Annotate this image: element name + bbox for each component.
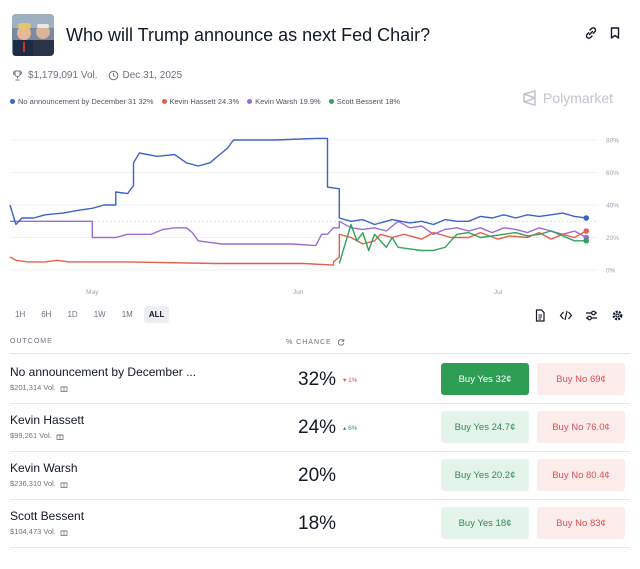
series-line bbox=[338, 223, 587, 264]
price-history-chart[interactable]: May Jun Jul 80% 60% 40% 20% 0% bbox=[0, 118, 640, 298]
gift-icon bbox=[56, 432, 64, 440]
market-thumbnail bbox=[12, 14, 54, 56]
trophy-icon bbox=[12, 70, 23, 81]
market-end-date: Dec 31, 2025 bbox=[122, 69, 183, 81]
y-tick-label: 40% bbox=[606, 203, 619, 210]
outcome-row-no-announcement[interactable]: No announcement by December ... $201,314… bbox=[0, 356, 640, 404]
legend-label: Scott Bessent 18% bbox=[336, 96, 401, 106]
range-all[interactable]: ALL bbox=[143, 306, 170, 323]
range-6h[interactable]: 6H bbox=[41, 310, 52, 319]
gift-icon bbox=[60, 480, 68, 488]
link-icon[interactable] bbox=[584, 26, 602, 44]
outcome-name: Kevin Warsh bbox=[10, 461, 78, 475]
outcome-volume: $201,314 Vol. bbox=[10, 383, 56, 392]
table-divider bbox=[10, 451, 630, 452]
legend-dot bbox=[10, 98, 15, 104]
legend-dot bbox=[328, 98, 334, 104]
range-1m[interactable]: 1M bbox=[121, 310, 133, 319]
legend-dot bbox=[247, 98, 253, 104]
time-range-selector: 1H 6H 1D 1W 1M ALL bbox=[10, 306, 175, 323]
refresh-icon[interactable] bbox=[337, 338, 345, 346]
legend-item: Kevin Warsh 19.9% bbox=[247, 97, 321, 106]
chart-tools bbox=[534, 309, 624, 323]
buy-no-button[interactable]: Buy No 69¢ bbox=[537, 363, 625, 395]
document-icon[interactable] bbox=[534, 309, 546, 323]
chart-legend: No announcement by December 31 32% Kevin… bbox=[10, 95, 408, 107]
gift-icon bbox=[60, 528, 68, 536]
legend-dot bbox=[161, 98, 167, 104]
outcome-volume: $236,310 Vol. bbox=[10, 479, 56, 488]
table-divider bbox=[10, 499, 630, 500]
range-1d[interactable]: 1D bbox=[67, 310, 78, 319]
y-tick-label: 0% bbox=[606, 268, 616, 275]
chance-header-label: % CHANCE bbox=[286, 338, 332, 346]
outcome-name: Scott Bessent bbox=[10, 509, 85, 523]
series-end-point bbox=[583, 237, 590, 244]
outcome-volume: $104,473 Vol. bbox=[10, 527, 56, 536]
legend-item: Scott Bessent 18% bbox=[328, 96, 401, 106]
clock-icon bbox=[108, 70, 119, 81]
bookmark-icon[interactable] bbox=[608, 26, 626, 44]
legend-label: No announcement by December 31 32% bbox=[18, 96, 154, 106]
legend-item: Kevin Hassett 24.3% bbox=[161, 96, 240, 106]
buy-yes-button[interactable]: Buy Yes 18¢ bbox=[441, 507, 529, 539]
outcome-chance: 32% bbox=[298, 369, 337, 390]
outcome-chance: 18% bbox=[298, 513, 337, 534]
x-tick-label: Jun bbox=[293, 289, 304, 296]
market-title: Who will Trump announce as next Fed Chai… bbox=[66, 25, 431, 45]
polymarket-logo-icon bbox=[523, 90, 536, 106]
series-end-point bbox=[583, 228, 590, 234]
brand-name: Polymarket bbox=[543, 90, 614, 106]
portrait-image-icon bbox=[12, 14, 54, 56]
legend-item: No announcement by December 31 32% bbox=[10, 97, 154, 106]
outcome-name: Kevin Hassett bbox=[10, 413, 85, 427]
gift-icon bbox=[60, 384, 68, 392]
table-divider bbox=[10, 353, 630, 354]
series-line bbox=[9, 230, 587, 266]
range-1h[interactable]: 1H bbox=[15, 310, 26, 319]
outcome-chance: 24% bbox=[298, 417, 337, 438]
range-1w[interactable]: 1W bbox=[93, 310, 106, 319]
x-tick-label: May bbox=[86, 289, 99, 296]
series-line bbox=[10, 220, 587, 247]
series-line bbox=[9, 137, 587, 226]
outcome-volume: $99,261 Vol. bbox=[10, 431, 52, 440]
x-tick-label: Jul bbox=[494, 289, 503, 296]
buy-no-button[interactable]: Buy No 76.0¢ bbox=[537, 411, 625, 443]
buy-yes-button[interactable]: Buy Yes 24.7¢ bbox=[441, 411, 529, 443]
table-divider bbox=[10, 547, 630, 548]
outcome-row-kevin-hassett[interactable]: Kevin Hassett $99,261 Vol. 24% ▴ 6% Buy … bbox=[0, 404, 640, 452]
outcome-chance: 20% bbox=[298, 465, 337, 486]
market-header: Who will Trump announce as next Fed Chai… bbox=[12, 14, 628, 58]
outcome-column-header: OUTCOME bbox=[10, 338, 53, 345]
embed-code-icon[interactable] bbox=[559, 309, 573, 323]
buy-no-button[interactable]: Buy No 80.4¢ bbox=[537, 459, 625, 491]
outcome-row-kevin-warsh[interactable]: Kevin Warsh $236,310 Vol. 20% Buy Yes 20… bbox=[0, 452, 640, 500]
series-end-point bbox=[583, 215, 590, 221]
polymarket-logo: Polymarket bbox=[522, 90, 613, 106]
buy-yes-button[interactable]: Buy Yes 20.2¢ bbox=[441, 459, 529, 491]
table-divider bbox=[10, 403, 630, 404]
sliders-icon[interactable] bbox=[585, 309, 598, 323]
legend-label: Kevin Hassett 24.3% bbox=[169, 96, 240, 106]
legend-label: Kevin Warsh 19.9% bbox=[255, 96, 321, 106]
chance-column-header: % CHANCE bbox=[286, 338, 345, 346]
market-meta: $1,179,091 Vol. Dec 31, 2025 bbox=[12, 67, 182, 83]
y-tick-label: 20% bbox=[606, 235, 619, 242]
y-tick-label: 80% bbox=[606, 138, 619, 145]
buy-no-button[interactable]: Buy No 83¢ bbox=[537, 507, 625, 539]
chance-change: ▾ 1% bbox=[343, 377, 358, 384]
outcome-name: No announcement by December ... bbox=[10, 365, 197, 379]
gear-icon[interactable] bbox=[611, 309, 624, 323]
y-tick-label: 60% bbox=[606, 170, 619, 177]
buy-yes-button[interactable]: Buy Yes 32¢ bbox=[441, 363, 529, 395]
outcome-row-scott-bessent[interactable]: Scott Bessent $104,473 Vol. 18% Buy Yes … bbox=[0, 500, 640, 548]
market-volume: $1,179,091 Vol. bbox=[28, 69, 98, 81]
chance-change: ▴ 6% bbox=[343, 425, 358, 432]
